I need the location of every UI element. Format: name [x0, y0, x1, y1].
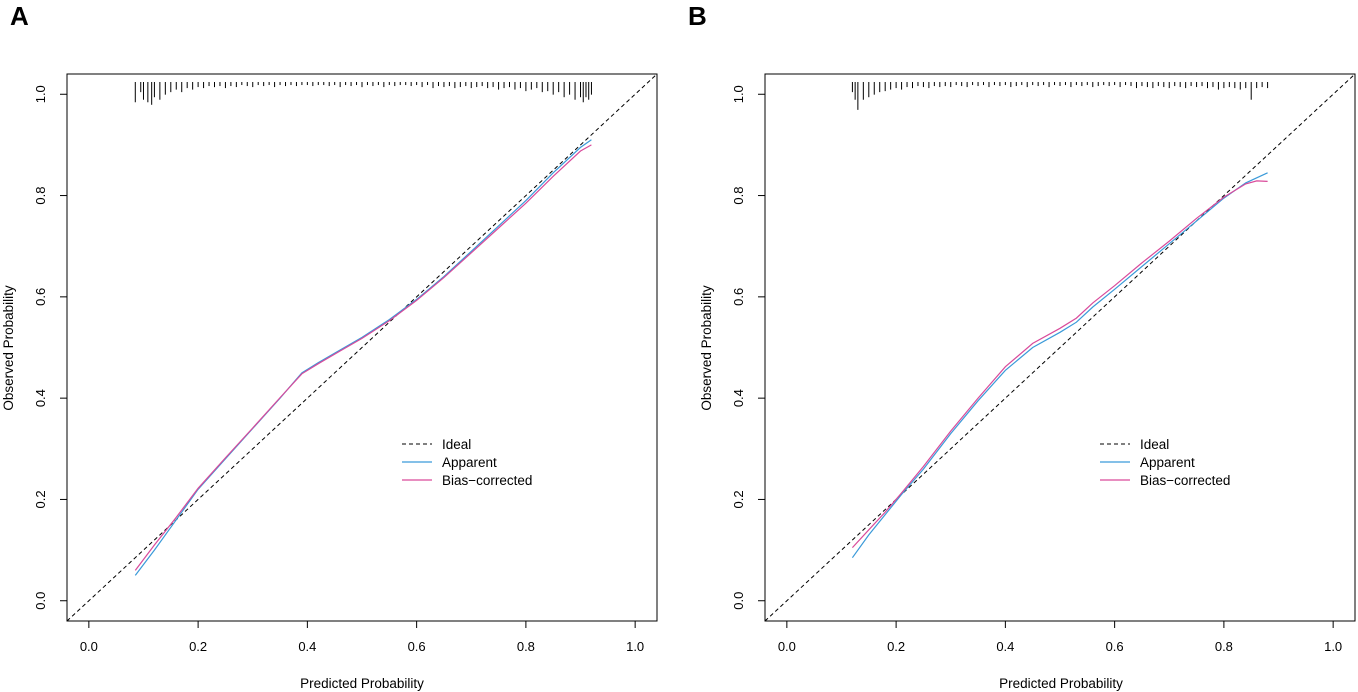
- y-axis-label: Observed Probability: [1, 285, 16, 411]
- x-tick-label: 0.4: [996, 639, 1014, 654]
- x-tick-label: 0.0: [80, 639, 98, 654]
- legend: Ideal Apparent Bias−corrected: [402, 437, 532, 488]
- x-tick-label: 0.2: [887, 639, 905, 654]
- y-tick-label: 0.6: [731, 288, 746, 306]
- x-tick-label: 0.2: [189, 639, 207, 654]
- y-tick-label: 0.0: [731, 592, 746, 610]
- rug-marks: [851, 82, 1269, 110]
- plot-frame: [66, 73, 658, 622]
- legend-label-apparent: Apparent: [1140, 455, 1195, 470]
- x-tick-label: 1.0: [1324, 639, 1342, 654]
- y-tick-label: 1.0: [33, 85, 48, 103]
- y-tick-label: 0.2: [33, 490, 48, 508]
- axis-ticks: 0.0 0.2 0.4 0.6 0.8 1.0 0.0 0.2 0.4 0.6 0.8 1.0: [33, 85, 644, 654]
- y-axis-label: Observed Probability: [699, 285, 714, 411]
- legend-label-ideal: Ideal: [442, 437, 471, 452]
- series-line-apparent: [134, 139, 592, 576]
- panel-letter-b: B: [688, 1, 707, 31]
- series-line-ideal: [764, 73, 1356, 622]
- series-line-bias-corrected: [851, 180, 1268, 549]
- y-tick-label: 0.4: [731, 389, 746, 407]
- legend: Ideal Apparent Bias−corrected: [1100, 437, 1230, 488]
- legend-label-bias-corrected: Bias−corrected: [442, 473, 532, 488]
- x-tick-label: 0.8: [517, 639, 535, 654]
- legend-label-ideal: Ideal: [1140, 437, 1169, 452]
- x-tick-label: 0.4: [298, 639, 316, 654]
- x-axis-label: Predicted Probability: [999, 676, 1123, 691]
- x-tick-label: 0.0: [778, 639, 796, 654]
- series-line-apparent: [851, 172, 1268, 559]
- y-tick-label: 0.6: [33, 288, 48, 306]
- y-tick-label: 1.0: [731, 85, 746, 103]
- x-tick-label: 1.0: [626, 639, 644, 654]
- y-tick-label: 0.4: [33, 389, 48, 407]
- x-axis-label: Predicted Probability: [300, 676, 424, 691]
- y-tick-label: 0.0: [33, 592, 48, 610]
- panel-letter-a: A: [10, 1, 29, 31]
- y-tick-label: 0.2: [731, 490, 746, 508]
- legend-label-apparent: Apparent: [442, 455, 497, 470]
- x-tick-label: 0.8: [1215, 639, 1233, 654]
- y-tick-label: 0.8: [33, 187, 48, 205]
- x-tick-label: 0.6: [1106, 639, 1124, 654]
- panel-b: B 0.0 0.2 0.4 0.6 0.8 1.0 0.0 0.2 0.4 0.6 0.8 1.0 P…: [688, 1, 1356, 691]
- series-line-ideal: [66, 73, 658, 622]
- rug-marks: [134, 82, 592, 105]
- series-lines: [66, 73, 658, 622]
- y-tick-label: 0.8: [731, 187, 746, 205]
- plot-frame: [764, 73, 1356, 622]
- panel-a: A 0.0 0.2 0.4 0.6 0.8 1.0 0.0 0.2 0.4 0.6 0.8 1.0 P…: [1, 1, 658, 691]
- axis-ticks: 0.0 0.2 0.4 0.6 0.8 1.0 0.0 0.2 0.4 0.6 0.8 1.0: [731, 85, 1342, 654]
- series-line-bias-corrected: [134, 144, 592, 571]
- legend-label-bias-corrected: Bias−corrected: [1140, 473, 1230, 488]
- series-lines: [764, 73, 1356, 622]
- x-tick-label: 0.6: [408, 639, 426, 654]
